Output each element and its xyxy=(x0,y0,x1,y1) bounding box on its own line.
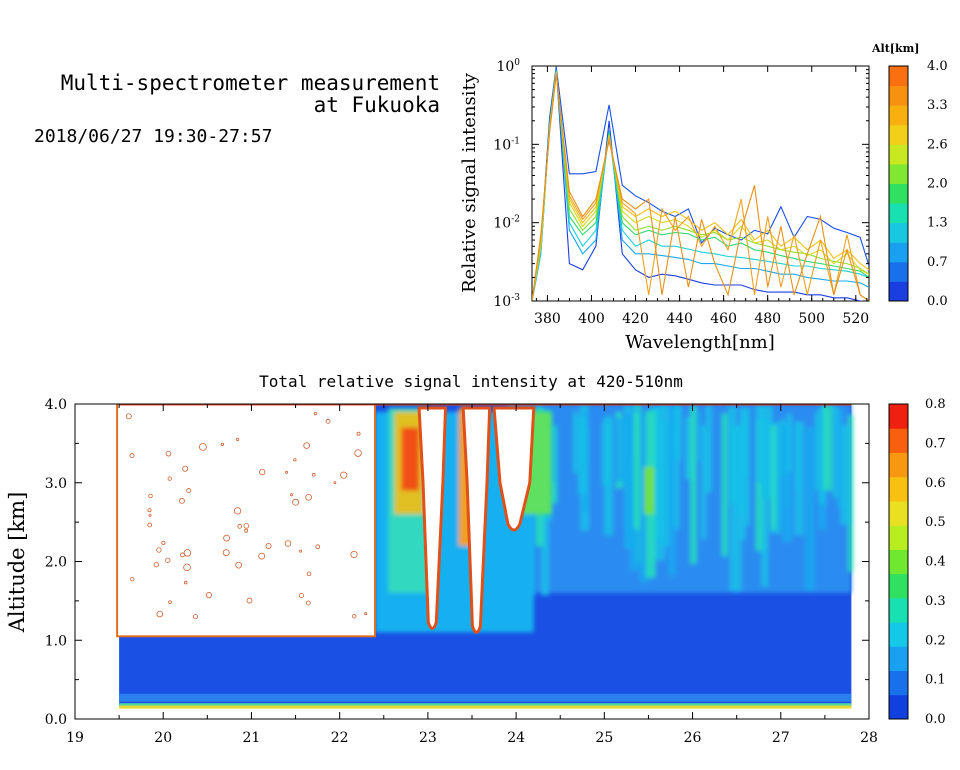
spectrum-plot-frame xyxy=(531,65,870,302)
spectrum-y-tick-label: 10-2 xyxy=(493,215,520,232)
altitude-colorbar-tick-label: 2.0 xyxy=(927,177,948,192)
altitude-colorbar-swatch xyxy=(889,183,908,204)
title-line-1: Multi-spectrometer measurement xyxy=(60,71,440,95)
spectrum-x-tick-label: 420 xyxy=(622,311,649,327)
altitude-colorbar-tick-label: 0.7 xyxy=(927,255,948,270)
title-line-2: at Fukuoka xyxy=(313,93,440,117)
spectrum-y-tick-label: 10-3 xyxy=(493,293,520,310)
altitude-colorbar: 0.0 0.7 1.3 2.0 2.6 3.3 4.0 xyxy=(888,59,948,309)
spectrum-x-tick-label: 520 xyxy=(842,311,869,327)
altitude-colorbar-swatch xyxy=(889,144,908,165)
altitude-colorbar-swatch xyxy=(889,105,908,126)
spectrum-series-line xyxy=(532,74,869,301)
measurement-datetime: 2018/06/27 19:30-27:57 xyxy=(34,126,273,147)
spectrum-x-tick-label: 460 xyxy=(710,311,737,327)
altitude-colorbar-tick-label: 1.3 xyxy=(927,216,948,231)
spectrum-y-axis-label: Relative signal intensity xyxy=(459,72,480,293)
altitude-colorbar-swatch xyxy=(889,66,908,87)
altitude-colorbar-swatch xyxy=(889,222,908,243)
spectrum-series-line xyxy=(532,71,869,301)
spectrum-series-line xyxy=(532,71,869,301)
altitude-colorbar-swatch xyxy=(889,124,908,145)
figure-title: Multi-spectrometer measurement at Fukuok… xyxy=(12,72,440,116)
altitude-colorbar-label: Alt[km] xyxy=(871,42,919,55)
altitude-colorbar-frame xyxy=(888,65,909,302)
spectrum-series-line xyxy=(532,72,869,301)
spectrum-x-tick-label: 380 xyxy=(534,311,561,327)
altitude-colorbar-tick-label: 3.3 xyxy=(927,98,948,113)
altitude-colorbar-tick-label: 4.0 xyxy=(927,59,948,74)
spectrum-series-line xyxy=(532,66,869,301)
spectrum-y-tick-label: 10-1 xyxy=(493,136,520,153)
altitude-colorbar-tick-label: 0.0 xyxy=(927,294,948,309)
altitude-colorbar-swatch xyxy=(889,261,908,282)
spectrum-series-group xyxy=(532,66,869,301)
spectrum-series-line xyxy=(532,69,869,301)
altitude-colorbar-swatch xyxy=(889,281,908,302)
spectrum-series-line xyxy=(532,73,869,301)
spectrum-axes: 380 400 420 440 460 480 500 520 10-3 10-2 10-1 100 xyxy=(493,58,869,327)
spectrum-x-tick-label: 440 xyxy=(666,311,693,327)
altitude-colorbar-swatch xyxy=(889,242,908,263)
altitude-colorbar-swatch xyxy=(889,85,908,106)
spectrum-series-line xyxy=(532,67,869,301)
spectrum-series-line xyxy=(532,70,869,301)
spectrum-x-tick-label: 400 xyxy=(578,311,605,327)
altitude-colorbar-swatch xyxy=(889,163,908,184)
spectrum-x-tick-label: 480 xyxy=(754,311,781,327)
spectrum-y-tick-label: 100 xyxy=(496,58,520,75)
spectrum-x-tick-label: 500 xyxy=(798,311,825,327)
spectrum-series-line xyxy=(532,71,869,301)
altitude-colorbar-swatch xyxy=(889,203,908,224)
altitude-colorbar-tick-label: 2.6 xyxy=(927,137,948,152)
spectrum-x-axis-label: Wavelength[nm] xyxy=(625,332,775,353)
